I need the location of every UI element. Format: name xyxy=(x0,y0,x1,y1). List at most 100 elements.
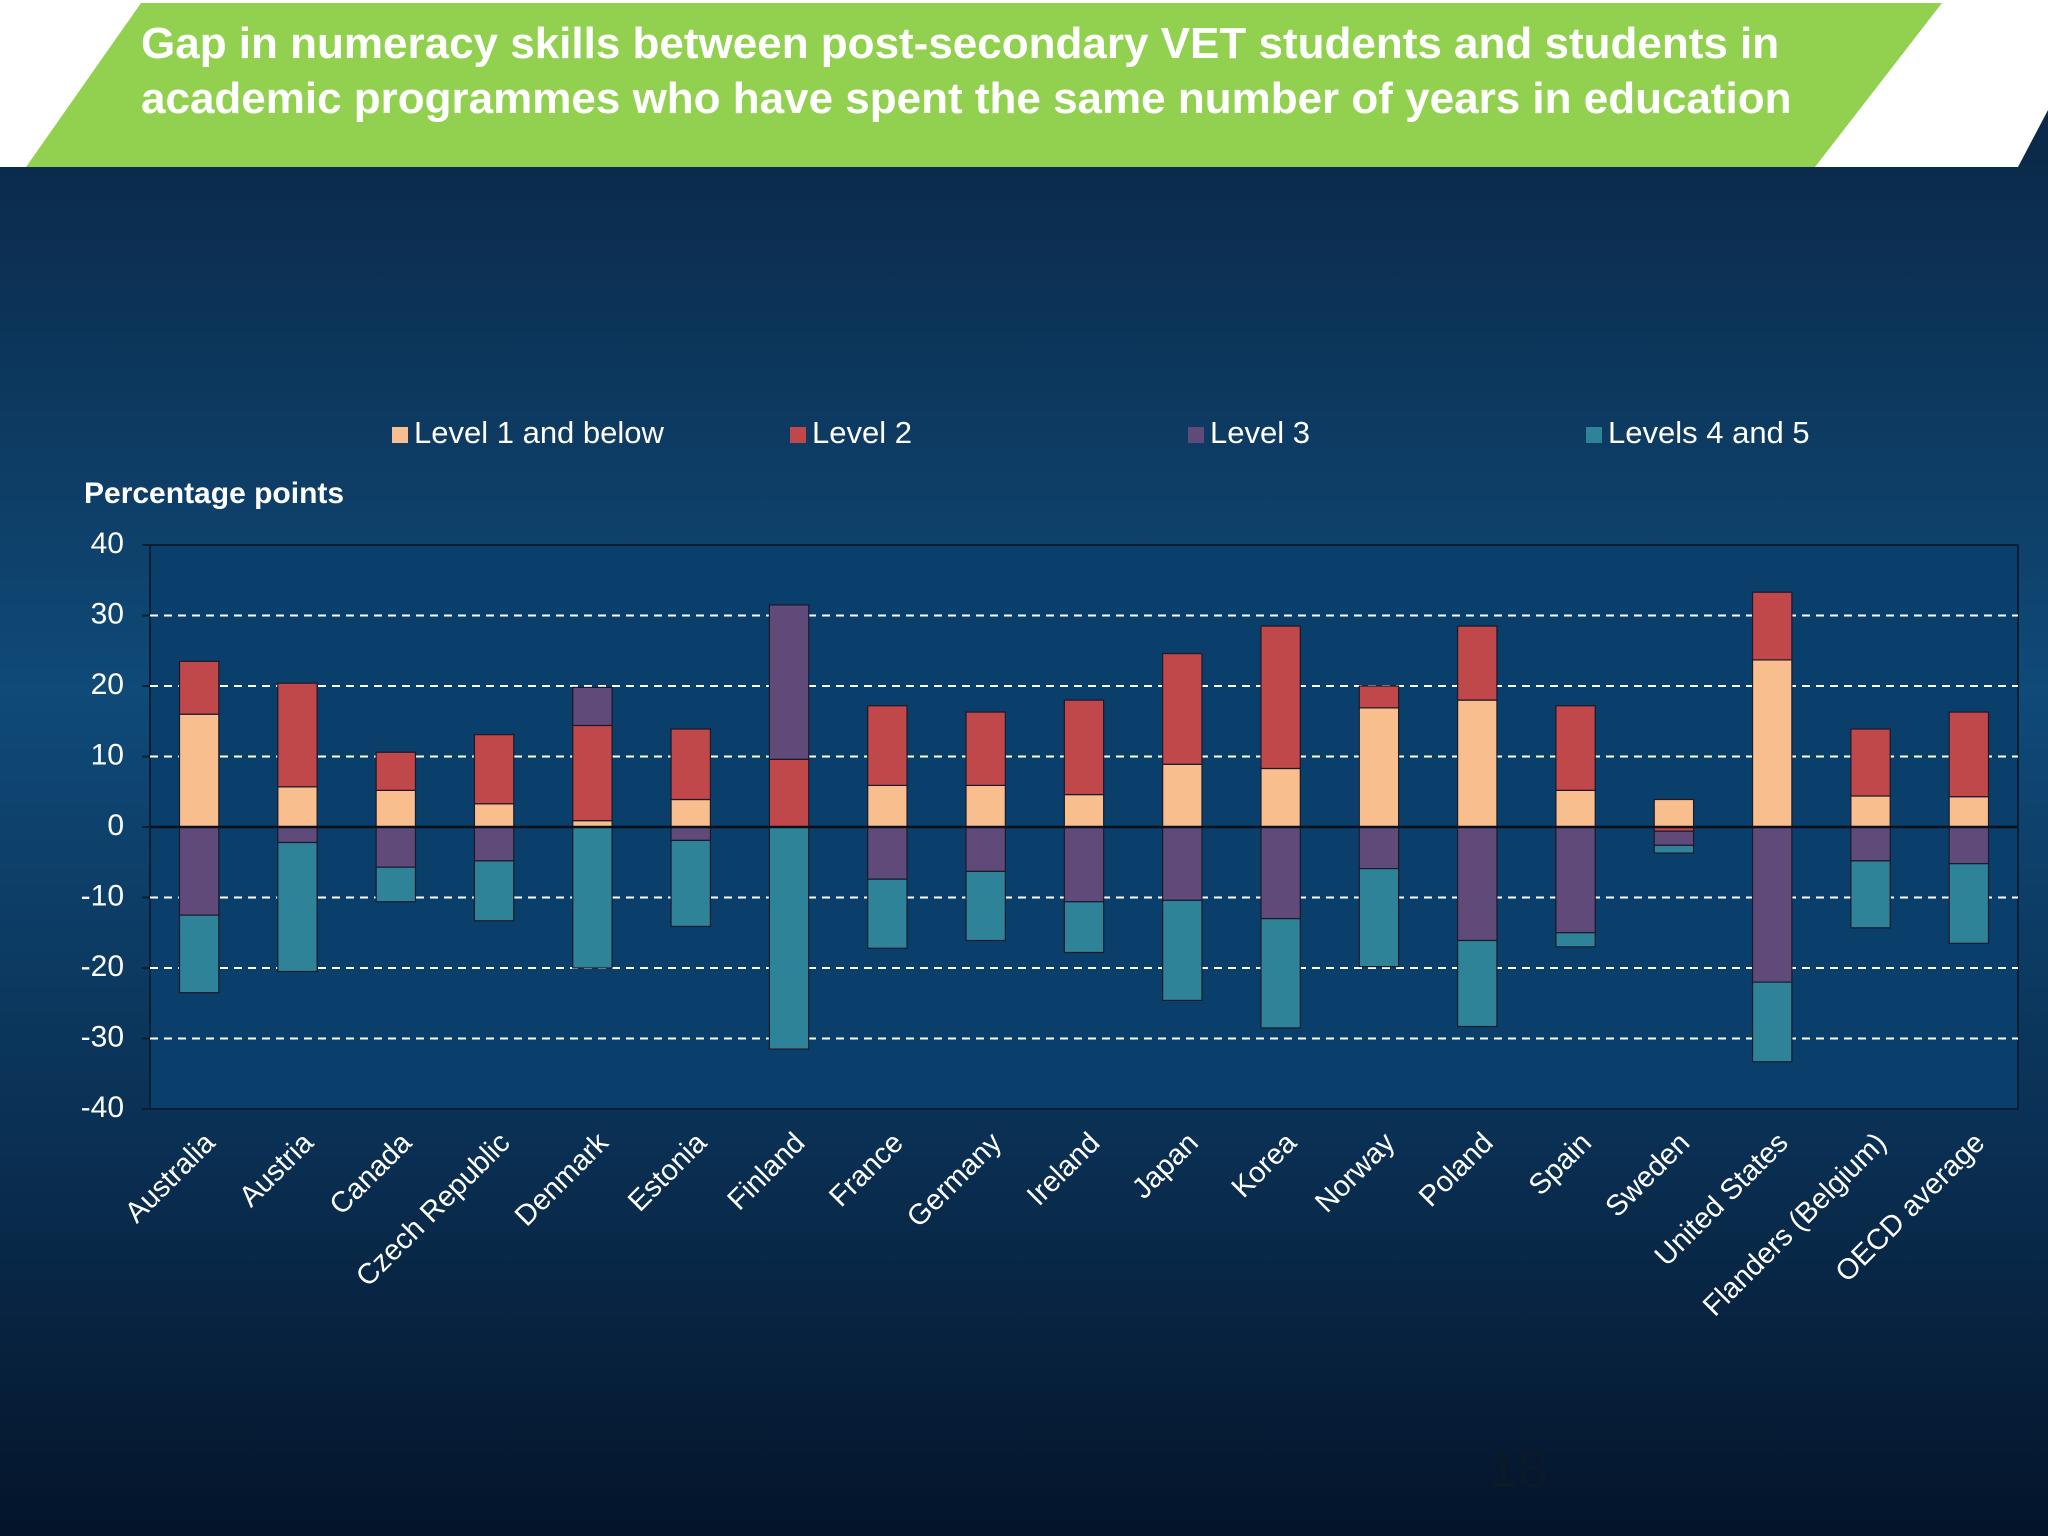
bar-segment xyxy=(867,705,908,787)
y-tick-label: 0 xyxy=(107,809,124,842)
bar-segment xyxy=(965,870,1006,942)
bar-segment xyxy=(473,826,515,862)
bar-segment xyxy=(1948,863,1990,944)
y-tick-label: 40 xyxy=(91,527,124,560)
bar-segment xyxy=(1162,763,1203,828)
bar-segment xyxy=(572,686,613,727)
legend-label: Level 3 xyxy=(1210,415,1310,450)
bar-segment xyxy=(670,798,711,828)
bar-segment xyxy=(1948,711,1990,798)
x-tick-label: Estonia xyxy=(622,1126,714,1218)
bar-segment xyxy=(277,826,318,844)
bar-segment xyxy=(277,682,318,788)
bar-segment xyxy=(1653,830,1695,846)
legend-swatch xyxy=(392,427,408,443)
y-tick-label: 30 xyxy=(91,597,124,630)
legend-swatch xyxy=(790,427,806,443)
x-tick-label: Japan xyxy=(1126,1127,1204,1205)
bar-segment xyxy=(1456,699,1498,828)
legend-label: Levels 4 and 5 xyxy=(1608,415,1810,450)
bar-segment xyxy=(965,826,1006,873)
bar-segment xyxy=(1456,826,1498,942)
y-tick-label: 10 xyxy=(91,738,124,771)
bar-segment xyxy=(1948,796,1990,828)
bar-segment xyxy=(1850,728,1891,797)
bar-segment xyxy=(1751,826,1793,983)
legend-label: Level 2 xyxy=(812,415,912,450)
bar-segment xyxy=(1358,685,1400,709)
title-banner xyxy=(26,3,1942,167)
bar-segment xyxy=(1063,901,1105,954)
x-tick-label: Denmark xyxy=(509,1126,615,1232)
bar-segment xyxy=(375,866,417,903)
bar-segment xyxy=(1555,932,1596,948)
bar-segment xyxy=(1948,826,1990,865)
x-tick-label: Korea xyxy=(1226,1126,1304,1204)
bar-segment xyxy=(670,839,711,928)
bar-segment xyxy=(867,784,908,828)
x-tick-label: Flanders (Belgium) xyxy=(1697,1127,1893,1323)
bar-segment xyxy=(768,826,810,1050)
y-tick-label: -30 xyxy=(81,1020,124,1053)
bar-segment xyxy=(178,713,220,828)
bar-segment xyxy=(1751,981,1793,1063)
bar-segment xyxy=(572,826,613,969)
x-tick-label: Sweden xyxy=(1600,1127,1697,1224)
bar-segment xyxy=(1063,793,1105,828)
bar-segment xyxy=(473,860,515,922)
bar-segment xyxy=(1162,899,1203,1002)
bar-segment xyxy=(867,878,908,949)
x-tick-label: Germany xyxy=(901,1126,1008,1233)
y-tick-label: -40 xyxy=(81,1091,124,1124)
bar-segment xyxy=(1850,860,1891,929)
legend-swatch xyxy=(1586,427,1602,443)
bar-segment xyxy=(965,784,1006,828)
x-tick-label: Ireland xyxy=(1021,1127,1106,1212)
bar-segment xyxy=(1456,939,1498,1028)
x-tick-label: Spain xyxy=(1523,1127,1598,1202)
bar-segment xyxy=(1555,705,1596,791)
legend-label: Level 1 and below xyxy=(414,415,665,450)
bar-segment xyxy=(1555,789,1596,828)
bar-segment xyxy=(1063,826,1105,903)
bar-segment xyxy=(1260,767,1301,828)
bar-segment xyxy=(178,826,220,916)
y-axis-title: Percentage points xyxy=(84,477,344,510)
bar-segment xyxy=(1260,918,1301,1029)
bar-segment xyxy=(670,826,711,841)
y-tick-label: 20 xyxy=(91,668,124,701)
bar-segment xyxy=(277,786,318,828)
bar-segment xyxy=(867,826,908,880)
bar-segment xyxy=(768,604,810,760)
bar-segment xyxy=(1850,795,1891,828)
bar-segment xyxy=(1162,826,1203,901)
bar-segment xyxy=(965,711,1006,787)
bar-segment xyxy=(1063,699,1105,796)
bar-segment xyxy=(1751,591,1793,661)
bar-segment xyxy=(277,841,318,973)
bar-segment xyxy=(375,751,417,791)
legend-swatch xyxy=(1188,427,1204,443)
bar-segment xyxy=(1555,826,1596,934)
y-tick-label: -20 xyxy=(81,950,124,983)
bar-segment xyxy=(1456,625,1498,701)
x-tick-label: Austria xyxy=(233,1126,320,1213)
bar-segment xyxy=(1260,625,1301,770)
bar-segment xyxy=(473,803,515,828)
x-tick-label: Finland xyxy=(722,1127,812,1217)
bar-segment xyxy=(1653,798,1695,828)
slide-number: 18 xyxy=(1488,1439,1549,1499)
bar-segment xyxy=(1260,826,1301,920)
x-tick-label: Norway xyxy=(1309,1126,1401,1218)
bar-segment xyxy=(572,724,613,822)
bar-segment xyxy=(1358,826,1400,870)
bar-segment xyxy=(1653,844,1695,854)
bar-segment xyxy=(473,734,515,805)
bar-segment xyxy=(178,914,220,994)
bar-segment xyxy=(1358,867,1400,968)
x-tick-label: Poland xyxy=(1413,1127,1499,1213)
bar-segment xyxy=(178,660,220,715)
bar-segment xyxy=(1850,826,1891,862)
x-tick-label: Australia xyxy=(119,1126,222,1229)
